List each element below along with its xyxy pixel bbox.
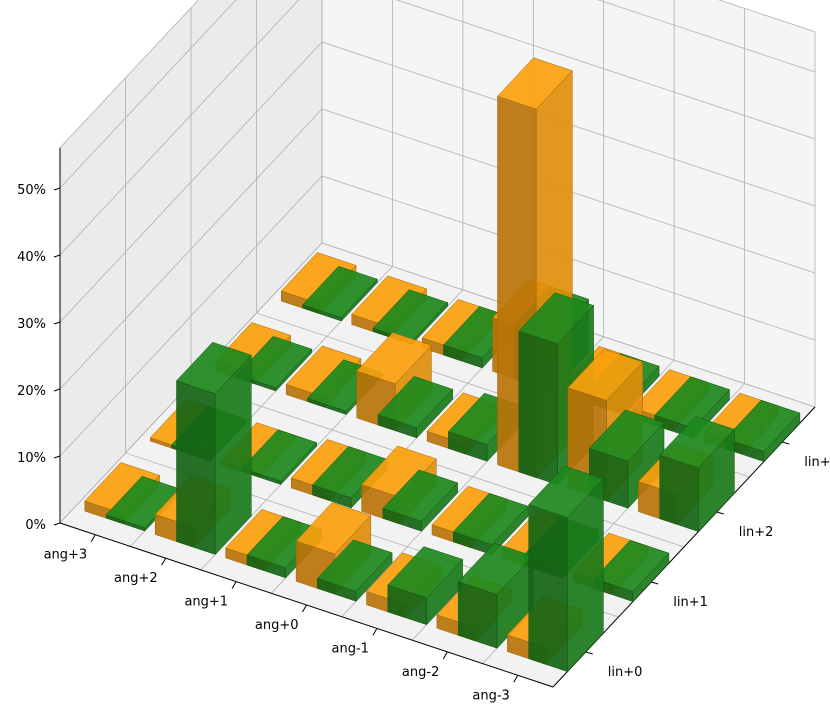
z-tick-label: 20% (17, 384, 46, 399)
grid-line-z (59, 242, 816, 524)
bar-top-face (497, 57, 573, 110)
x-tick-label: ang+2 (114, 571, 158, 586)
bar-top-face (588, 409, 665, 462)
y-tick-mark (651, 581, 659, 585)
bar-top-face (236, 336, 313, 388)
x-tick-mark (513, 675, 519, 683)
bar-green-ang-3-lin+2 (659, 416, 735, 533)
bar-top-face (659, 416, 735, 469)
bar-top-face (724, 399, 801, 452)
bar-top-face (176, 342, 252, 394)
z-tick-mark (53, 388, 61, 392)
y-tick-label: lin+0 (608, 665, 643, 680)
bar-top-face (377, 376, 454, 429)
bar-top-face (382, 469, 459, 522)
z-tick-mark (53, 187, 61, 191)
bar-top-face (567, 348, 644, 401)
x-tick-label: ang+1 (184, 595, 228, 610)
y-tick-mark (782, 441, 790, 445)
z-tick-label: 10% (17, 451, 46, 466)
bar-green-ang+0-lin+0 (316, 539, 393, 602)
x-tick-mark (442, 651, 448, 660)
x-tick-label: ang+3 (44, 548, 88, 563)
z-tick-mark (53, 455, 61, 459)
z-tick-mark (53, 321, 61, 325)
bar-front-face (659, 454, 699, 532)
x-tick-label: ang-1 (332, 641, 369, 656)
bar-top-face (361, 445, 437, 498)
bar-green-ang+2-lin+0 (176, 342, 252, 556)
x-tick-label: ang-3 (472, 688, 509, 703)
bar-top-face (528, 465, 604, 518)
z-tick-label: 30% (17, 317, 46, 332)
bar-green-ang-3-lin+3 (724, 399, 801, 463)
bar-top-face (316, 539, 393, 592)
bar-green-ang+3-lin+3 (302, 266, 378, 322)
bar-top-face (387, 546, 464, 599)
y-tick-label: lin+2 (739, 525, 774, 540)
grid-line-z (59, 0, 816, 256)
bar-green-ang+2-lin+1 (241, 429, 318, 486)
z-tick-mark (53, 254, 61, 258)
grid-line-z (59, 41, 816, 323)
grid-line-z (59, 0, 816, 189)
x-tick-mark (372, 628, 378, 636)
y-tick-label: lin+3 (804, 455, 830, 470)
bar-top-face (295, 502, 372, 555)
bar-green-ang-1-lin+0 (387, 546, 464, 626)
bar-top-face (654, 376, 730, 429)
bar-green-ang-3-lin+1 (593, 539, 670, 603)
grid-line-top (59, 0, 816, 149)
bar-top-face (280, 252, 357, 305)
y-tick-mark (716, 511, 724, 515)
bar-green-ang+0-lin+1 (382, 469, 459, 532)
bar-top-face (241, 429, 318, 482)
bar-green-ang+1-lin+2 (377, 376, 454, 439)
z-tick-label: 0% (25, 518, 46, 533)
bar-top-face (452, 493, 529, 545)
bar-front-face (176, 380, 216, 555)
z-tick-mark (53, 522, 61, 526)
y-tick-label: lin+1 (673, 595, 708, 610)
bar-top-face (84, 462, 161, 515)
z-tick-label: 40% (17, 250, 46, 265)
y-tick-mark (585, 651, 593, 655)
chart-tick-labels: 0% 10% 20% 30% 40% 50% ang+3 ang+2 ang+1 ang+0 ang… (17, 183, 830, 703)
bar-green-ang-3-lin+0 (528, 465, 604, 673)
bar-top-face (593, 539, 670, 592)
x-tick-mark (302, 604, 307, 613)
x-tick-label: ang+0 (255, 618, 299, 633)
z-tick-label: 50% (17, 183, 46, 198)
x-tick-mark (231, 581, 237, 589)
x-tick-label: ang-2 (402, 665, 439, 680)
bar-front-face (518, 330, 558, 486)
bar-top-face (356, 332, 432, 385)
bar-green-ang-2-lin+0 (457, 542, 534, 649)
bar-top-face (302, 266, 378, 318)
x-tick-mark (161, 557, 167, 566)
grid-line-z (59, 175, 816, 457)
bar-top-face (518, 292, 595, 345)
chart-bars (84, 57, 801, 673)
grid-line-z (59, 108, 816, 390)
bar-front-face (528, 504, 568, 672)
x-tick-mark (90, 534, 96, 542)
